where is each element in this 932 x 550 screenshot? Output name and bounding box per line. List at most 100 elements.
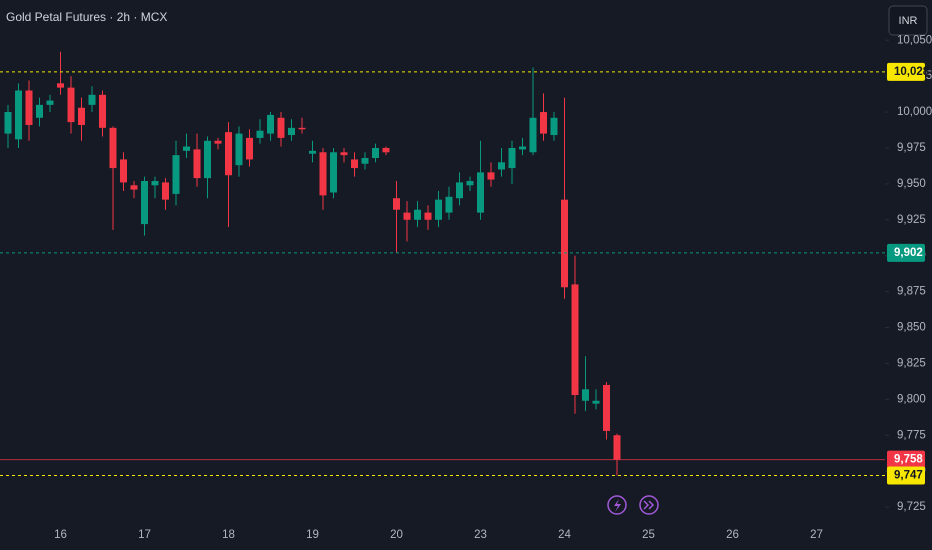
candle-layer: [4, 51, 621, 476]
candle-body: [67, 87, 75, 123]
price-label: 9,747: [894, 470, 923, 482]
candle-body: [130, 185, 138, 190]
y-tick-label: 9,975: [897, 142, 926, 154]
forward-arrows[interactable]: [643, 500, 655, 510]
y-tick-label: 10,050: [897, 34, 932, 46]
price-label-bg: [887, 466, 925, 485]
y-tick-label: 9,850: [897, 322, 926, 334]
y-tick-label: 9,875: [897, 286, 926, 298]
candle-body: [109, 127, 117, 169]
candle-body: [603, 384, 610, 431]
x-tick-label: 25: [642, 529, 655, 541]
candle-body: [277, 117, 285, 138]
candle-body: [540, 112, 547, 134]
candle-body: [508, 147, 516, 169]
x-tick-label: 26: [726, 529, 739, 541]
candle-body: [403, 212, 411, 220]
candle-body: [235, 133, 243, 166]
candle-body: [4, 112, 12, 134]
candle-body: [498, 162, 505, 170]
event-circle[interactable]: [607, 495, 627, 515]
candle-body: [582, 389, 589, 401]
candle-body: [466, 180, 474, 186]
price-label-bg: [887, 62, 925, 81]
forward-icon[interactable]: [639, 495, 659, 515]
price-label: 9,758: [894, 454, 923, 466]
y-tick-label: 9,800: [897, 393, 926, 405]
candle-body: [151, 180, 159, 186]
candle-body: [550, 117, 558, 136]
y-tick-label: 9,775: [897, 429, 926, 441]
candle-body: [162, 182, 169, 200]
candle-body: [172, 155, 180, 194]
candle-body: [393, 198, 400, 210]
candle-body: [214, 140, 222, 144]
candle-body: [445, 196, 453, 213]
price-label: 10,028: [894, 66, 930, 78]
candle-body: [298, 127, 306, 130]
candle-body: [88, 94, 96, 105]
candle-body: [204, 140, 211, 179]
event-icon[interactable]: [607, 495, 627, 515]
candle-body: [246, 137, 253, 160]
candle-body: [57, 83, 64, 88]
price-label: 9,902: [894, 247, 923, 259]
candle-body: [414, 209, 421, 220]
candle-body: [529, 117, 537, 153]
x-tick-label: 20: [390, 529, 403, 541]
x-tick-label: 18: [222, 529, 235, 541]
x-tick-label: 17: [138, 529, 151, 541]
candle-body: [372, 147, 379, 159]
candle-body: [361, 158, 369, 164]
line-layer: [0, 71, 885, 476]
candle-body: [330, 152, 337, 193]
candle-body: [256, 130, 264, 138]
x-tick-label: 27: [810, 529, 823, 541]
candle-body: [141, 180, 148, 225]
candle-body: [78, 107, 85, 125]
candle-body: [561, 199, 568, 288]
y-tick-label: 9,825: [897, 357, 926, 369]
candle-body: [456, 182, 463, 199]
currency-label[interactable]: INR: [899, 15, 918, 27]
x-tick-label: 23: [474, 529, 487, 541]
candle-body: [592, 400, 600, 404]
candle-body: [309, 150, 316, 154]
y-tick-label: 9,950: [897, 178, 926, 190]
candle-body: [183, 146, 190, 151]
candle-body: [435, 199, 442, 220]
candle-body: [15, 90, 22, 140]
candle-body: [120, 159, 127, 183]
candle-body: [267, 114, 274, 134]
price-label-bg: [887, 243, 925, 262]
chart-title: Gold Petal Futures · 2h · MCX: [6, 10, 167, 24]
candle-body: [340, 152, 348, 156]
y-tick-label: 9,725: [897, 501, 926, 513]
candle-body: [319, 152, 327, 196]
price-label-bg: [887, 450, 925, 469]
candle-body: [382, 147, 390, 153]
x-tick-label: 24: [558, 529, 571, 541]
lightning-icon[interactable]: [614, 499, 621, 512]
currency-button[interactable]: [888, 5, 928, 36]
y-tick-label: 9,925: [897, 214, 926, 226]
candle-body: [487, 172, 495, 180]
candle-body: [99, 94, 106, 128]
candle-body: [225, 132, 232, 176]
x-tick-label: 19: [306, 529, 319, 541]
candle-body: [424, 212, 432, 220]
forward-circle[interactable]: [639, 495, 659, 515]
candle-body: [46, 100, 54, 105]
candle-body: [288, 127, 295, 136]
candle-body: [193, 149, 201, 179]
candle-body: [477, 172, 484, 213]
x-tick-label: 16: [54, 529, 67, 541]
candle-body: [519, 146, 526, 150]
candle-body: [36, 104, 43, 118]
candle-body: [351, 159, 358, 169]
y-tick-label: 10,000: [897, 106, 932, 118]
candle-body: [571, 284, 579, 396]
